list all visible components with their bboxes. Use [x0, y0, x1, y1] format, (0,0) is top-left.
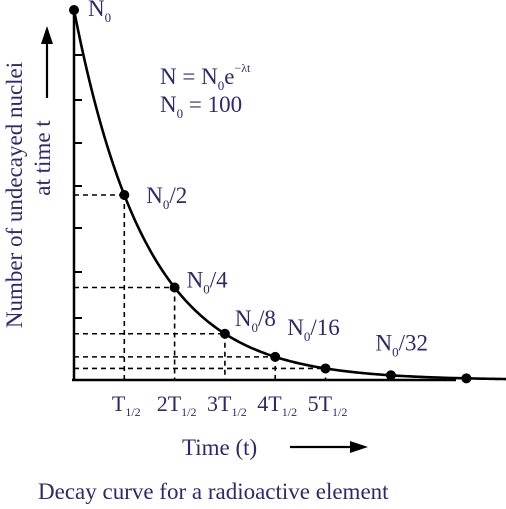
x-tick-label: T1/2 — [112, 391, 141, 419]
formula-line-2: N0 = 100 — [160, 92, 242, 121]
x-axis-arrow — [290, 441, 368, 453]
point-labels: N0 N0/2 N0/4N0/8 N0/16 N0/32 — [88, 0, 428, 359]
decay-curve — [72, 9, 506, 381]
point-label: N0/8 — [235, 306, 276, 335]
data-point — [385, 370, 396, 381]
data-points — [69, 5, 472, 384]
point-label: N0 — [88, 0, 111, 25]
point-label: N0/16 — [287, 315, 340, 344]
x-tick-label: 3T1/2 — [207, 391, 247, 419]
data-point — [320, 363, 331, 374]
caption: Decay curve for a radioactive element — [38, 479, 389, 504]
data-point — [119, 190, 130, 200]
y-axis-label-line-1: Number of undecayed nuclei — [2, 62, 27, 328]
data-point — [169, 282, 180, 293]
y-axis-ticks — [74, 54, 82, 319]
data-point — [461, 373, 472, 384]
point-label: N0/32 — [376, 330, 429, 359]
formula-line-1: N = N0e−λt — [160, 61, 251, 93]
y-axis-arrow — [41, 26, 53, 98]
data-point — [219, 328, 230, 339]
data-point — [270, 351, 281, 362]
y-axis-label-line-2: at time t — [30, 120, 55, 196]
x-tick-label: 2T1/2 — [157, 391, 197, 419]
x-axis-label: Time (t) — [182, 435, 257, 460]
data-point — [69, 5, 79, 15]
point-label: N0/2 — [146, 183, 187, 212]
x-tick-labels: T1/2 2T1/2 3T1/2 4T1/2 5T1/2 — [112, 391, 347, 419]
point-label: N0/4 — [187, 268, 229, 297]
x-tick-label: 5T1/2 — [308, 391, 348, 419]
dashed-guides — [74, 194, 327, 380]
x-tick-label: 4T1/2 — [257, 391, 297, 419]
